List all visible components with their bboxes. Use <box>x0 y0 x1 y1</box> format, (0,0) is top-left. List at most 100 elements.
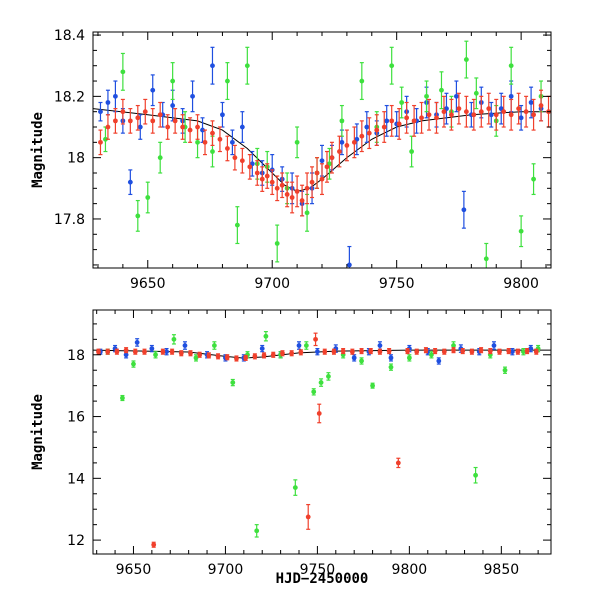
bottom-red-point <box>280 350 285 357</box>
top-red-point <box>274 175 280 202</box>
bottom-red-point <box>169 348 175 355</box>
data-marker <box>137 124 143 130</box>
data-marker <box>274 241 280 246</box>
data-marker <box>239 124 245 130</box>
data-marker <box>113 93 118 99</box>
top-blue-point <box>239 111 245 143</box>
data-marker <box>304 210 310 216</box>
top-green-point <box>234 206 240 245</box>
top-green-point <box>244 46 250 85</box>
bottom-green-point <box>120 394 125 402</box>
data-marker <box>280 350 285 356</box>
data-marker <box>478 109 484 115</box>
bottom-red-point <box>460 348 466 355</box>
top-green-point <box>225 62 230 101</box>
top-red-point <box>187 117 193 143</box>
bottom-red-point <box>331 348 337 355</box>
top-red-point <box>269 169 275 196</box>
data-marker <box>269 179 275 185</box>
data-marker <box>206 353 212 358</box>
bottom-red-point <box>197 351 203 358</box>
top-red-point <box>396 108 402 140</box>
data-marker <box>210 63 215 69</box>
x-tick-label: 9650 <box>130 276 166 292</box>
data-marker <box>113 118 118 124</box>
bottom-green-point <box>171 334 177 345</box>
bottom-red-point <box>215 353 221 360</box>
top-green-point <box>483 242 489 268</box>
data-marker <box>150 118 156 124</box>
data-marker <box>461 207 467 213</box>
bottom-red-point <box>414 348 420 355</box>
data-marker <box>508 112 514 118</box>
bottom-red-point <box>132 348 138 355</box>
top-red-point <box>456 92 462 125</box>
data-marker <box>299 198 305 203</box>
bottom-green-point <box>211 341 217 350</box>
x-tick-label: 9750 <box>300 562 336 578</box>
data-marker <box>434 115 439 121</box>
y-tick-label: 17.8 <box>54 212 85 228</box>
top-green-point <box>531 163 536 196</box>
data-marker <box>322 349 328 355</box>
top-red-point <box>210 120 215 147</box>
data-marker <box>127 118 133 124</box>
top-blue-point <box>518 104 524 131</box>
data-marker <box>409 149 415 154</box>
top-red-point <box>150 108 156 134</box>
data-marker <box>331 349 337 355</box>
data-marker <box>270 352 276 358</box>
top-red-point <box>304 172 310 205</box>
bottom-red-point <box>368 348 374 355</box>
data-marker <box>135 213 141 219</box>
data-marker <box>254 170 260 176</box>
top-green-point <box>145 181 151 214</box>
bottom-green-point <box>303 341 309 350</box>
bottom-red-point <box>270 351 276 358</box>
data-marker <box>135 115 141 121</box>
top-blue-point <box>384 104 390 137</box>
top-red-point <box>389 104 395 137</box>
data-marker <box>239 158 245 164</box>
data-marker <box>264 173 270 179</box>
data-marker <box>303 343 309 348</box>
data-marker <box>315 349 320 355</box>
x-tick-label: 9700 <box>254 276 290 292</box>
top-blue-point <box>488 101 494 128</box>
data-marker <box>456 106 462 112</box>
bottom-red-point <box>506 348 512 355</box>
bottom-red-point <box>234 355 239 362</box>
data-marker <box>329 155 335 161</box>
data-marker <box>469 349 475 355</box>
bottom-green-point <box>131 360 136 368</box>
data-marker <box>103 136 108 142</box>
data-marker <box>508 63 514 69</box>
bottom-green-point <box>370 382 375 389</box>
data-marker <box>460 348 466 354</box>
data-marker <box>388 364 394 370</box>
data-marker <box>451 347 456 353</box>
data-marker <box>120 69 126 75</box>
data-marker <box>202 139 208 145</box>
top-blue-point <box>498 92 504 125</box>
top-red-point <box>329 141 335 174</box>
top-red-point <box>434 101 439 134</box>
top-red-point <box>284 181 290 208</box>
data-marker <box>523 109 529 115</box>
data-marker <box>337 149 342 154</box>
top-green-point <box>327 147 332 180</box>
data-marker <box>384 118 390 124</box>
top-green-point <box>135 199 141 232</box>
bottom-red-point <box>349 348 355 355</box>
data-marker <box>150 87 156 93</box>
top-blue-point <box>454 80 459 113</box>
top-green-point <box>399 86 405 119</box>
top-red-point <box>217 126 223 153</box>
data-marker <box>436 358 442 364</box>
bottom-red-point <box>151 541 157 548</box>
bottom-blue-point <box>296 341 302 350</box>
data-marker <box>105 100 111 105</box>
data-marker <box>487 348 493 354</box>
y-tick-label: 18 <box>67 151 85 167</box>
